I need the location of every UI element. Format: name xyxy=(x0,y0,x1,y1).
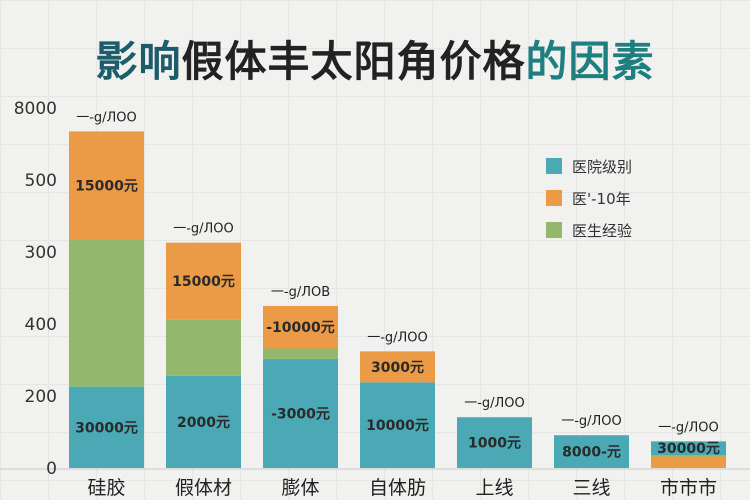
segment-label: 15000元 xyxy=(75,178,138,194)
bar-segment xyxy=(166,242,241,320)
y-tick-label: 300 xyxy=(25,243,57,263)
bar-segment xyxy=(69,239,144,387)
bar-top-label: 一-g/ЛОО xyxy=(561,414,622,429)
legend-label: 医'-10年 xyxy=(572,189,631,208)
title-part: 假体丰太阳角价格 xyxy=(181,37,526,86)
bar-segment xyxy=(360,382,435,468)
segment-label: -10000元 xyxy=(266,320,335,336)
y-tick-label: 8000 xyxy=(14,99,57,119)
chart-title: 影响假体丰太阳角价格的因素 xyxy=(0,28,750,89)
x-category-label: 膨体 xyxy=(281,477,319,499)
title-part: 影响 xyxy=(95,37,182,86)
bar-top-label: 一-g/ЛОВ xyxy=(271,285,330,300)
segment-label: -3000元 xyxy=(271,406,330,422)
x-category-label: 硅胶 xyxy=(87,477,125,499)
legend-swatch xyxy=(546,158,562,174)
legend-item: 医院级别 xyxy=(546,150,632,182)
bar-segment xyxy=(263,348,338,359)
segment-label: 30000元 xyxy=(75,420,138,436)
bar-segment xyxy=(457,417,532,468)
x-category-label: 上线 xyxy=(475,477,513,499)
segment-label: 30000元 xyxy=(657,441,720,457)
bar-segment xyxy=(651,456,726,468)
bar-segment xyxy=(69,131,144,240)
legend-swatch xyxy=(546,190,562,206)
legend-swatch xyxy=(546,222,562,238)
legend-label: 医生经验 xyxy=(572,221,633,240)
segment-label: 3000元 xyxy=(371,360,424,376)
bar-segment xyxy=(651,455,726,457)
y-tick-label: 400 xyxy=(25,315,57,335)
segment-label: 15000元 xyxy=(172,274,235,290)
legend-label: 医院级别 xyxy=(572,157,633,176)
bar-segment xyxy=(651,441,726,456)
bar-segment xyxy=(263,358,338,468)
x-category-label: 三线 xyxy=(572,477,610,499)
x-category-label: 假体材 xyxy=(175,477,232,499)
y-tick-label: 200 xyxy=(25,387,57,407)
segment-label: 2000元 xyxy=(177,415,230,431)
legend: 医院级别医'-10年 医生经验 xyxy=(546,150,632,246)
segment-label: 8000-元 xyxy=(562,445,621,461)
x-category-label: 市市市 xyxy=(660,477,717,499)
bar-segment xyxy=(554,435,629,468)
bar-top-label: 一-g/ЛОО xyxy=(658,420,719,435)
bar-segment xyxy=(263,306,338,349)
bar-segment xyxy=(360,351,435,383)
segment-label: 10000元 xyxy=(366,418,429,434)
bar-top-label: 一-g/ЛОО xyxy=(367,330,428,345)
bar-segment xyxy=(166,319,241,376)
legend-item: 医生经验 xyxy=(546,214,632,246)
bar-top-label: 一-g/ЛОО xyxy=(464,396,525,411)
x-category-label: 自体肪 xyxy=(369,477,426,499)
bar-segment xyxy=(166,375,241,468)
y-tick-label: 0 xyxy=(46,459,57,479)
title-part: 的因素 xyxy=(525,37,655,86)
y-tick-label: 500 xyxy=(25,171,57,191)
bar-top-label: 一-g/ЛОО xyxy=(76,110,137,125)
segment-label: 1000元 xyxy=(468,436,521,452)
bar-top-label: 一-g/ЛОО xyxy=(173,222,234,237)
bar-segment xyxy=(69,386,144,468)
legend-item: 医'-10年 xyxy=(546,182,632,214)
